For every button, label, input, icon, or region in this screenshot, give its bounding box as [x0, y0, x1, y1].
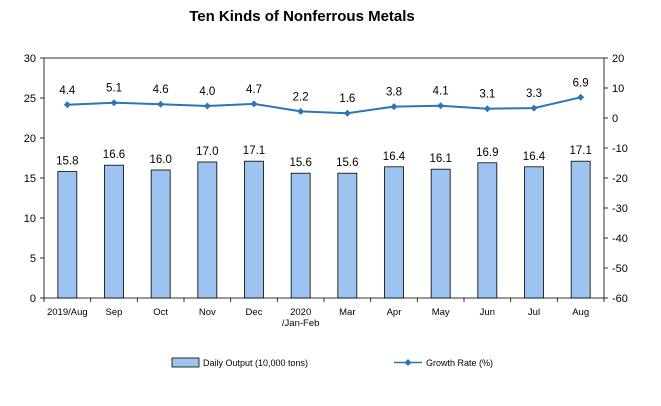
growth-line — [67, 96, 581, 115]
line-data-label: 6.9 — [573, 77, 589, 89]
growth-point — [483, 105, 491, 113]
line-data-label: 1.6 — [339, 93, 355, 105]
line-data-labels: 4.4 5.1 4.6 4.0 4.7 2.2 1.6 3.8 4.1 3.1 3.3 6.9 — [59, 77, 588, 105]
bar — [570, 160, 591, 299]
line-data-label: 3.8 — [386, 87, 402, 99]
left-tick-label: 30 — [24, 53, 36, 65]
x-tick-label: May — [432, 307, 450, 318]
right-tick-label: 0 — [612, 113, 618, 125]
right-tick-label: -50 — [612, 263, 628, 275]
left-y-axis: 0 5 10 15 20 25 30 — [24, 53, 44, 305]
bar-data-label: 16.6 — [103, 149, 125, 161]
left-tick-label: 0 — [30, 293, 36, 305]
x-tick-label: Dec — [246, 307, 263, 318]
bar — [197, 161, 218, 299]
bar-data-label: 17.0 — [196, 146, 218, 158]
bar-data-label: 16.4 — [383, 151, 406, 163]
x-tick-label: /Jan-Feb — [282, 318, 320, 329]
x-tick-label: Sep — [106, 307, 123, 318]
x-tick-label: 2020 — [290, 307, 311, 318]
growth-point — [203, 102, 211, 110]
bar — [477, 162, 498, 299]
x-tick-label: Aug — [572, 307, 589, 318]
legend-bar-label: Daily Output (10,000 tons) — [203, 358, 308, 368]
right-tick-label: -20 — [612, 173, 628, 185]
x-tick-label: Jul — [528, 307, 540, 318]
bar-data-label: 15.8 — [56, 156, 78, 168]
right-tick-label: 10 — [612, 83, 624, 95]
x-tick-label: Jun — [480, 307, 495, 318]
line-data-label: 3.1 — [479, 89, 495, 101]
bar-data-label: 17.1 — [243, 145, 265, 157]
x-axis: 2019/Aug Sep Oct Nov Dec 2020/Jan-Feb Mar Apr Ma… — [43, 298, 605, 329]
growth-point — [577, 93, 585, 101]
line-data-label: 3.3 — [526, 88, 542, 100]
x-tick-label: Nov — [199, 307, 216, 318]
growth-point — [297, 107, 305, 115]
x-tick-label: Mar — [339, 307, 355, 318]
bar — [524, 166, 544, 299]
bar — [337, 172, 358, 299]
bar-data-label: 15.6 — [336, 157, 358, 169]
bar-data-label: 15.6 — [289, 157, 311, 169]
bar-data-labels: 15.8 16.6 16.0 17.0 17.1 15.6 15.6 16.4 16.1 16.9… — [56, 145, 592, 169]
bar — [430, 168, 451, 299]
bar — [57, 171, 78, 299]
legend-line-marker — [404, 359, 412, 366]
line-data-label: 4.7 — [246, 84, 262, 96]
bar-data-label: 16.0 — [149, 154, 171, 166]
x-tick-label: 2019/Aug — [47, 307, 88, 318]
bar-data-label: 16.4 — [523, 151, 546, 163]
x-tick-label: Apr — [387, 307, 402, 318]
left-tick-label: 20 — [24, 133, 36, 145]
line-data-label: 2.2 — [293, 91, 309, 103]
right-tick-label: -10 — [612, 143, 628, 155]
line-data-label: 4.4 — [59, 85, 76, 97]
bar — [290, 172, 311, 299]
line-data-label: 4.0 — [199, 86, 215, 98]
growth-point — [157, 100, 165, 108]
right-tick-label: -40 — [612, 233, 628, 245]
growth-line-series — [63, 93, 585, 117]
chart-title: Ten Kinds of Nonferrous Metals — [189, 8, 415, 25]
line-data-label: 4.1 — [433, 86, 449, 98]
bar-data-label: 16.1 — [429, 153, 451, 165]
left-tick-label: 10 — [24, 213, 36, 225]
legend-bar-swatch — [171, 357, 200, 368]
right-tick-label: -30 — [612, 203, 628, 215]
right-y-axis: -60 -50 -40 -30 -20 -10 0 10 20 — [604, 53, 628, 305]
growth-point — [63, 101, 71, 109]
plot-area — [43, 57, 605, 299]
right-tick-label: 20 — [612, 53, 624, 65]
line-data-label: 5.1 — [106, 83, 122, 95]
growth-point — [343, 109, 351, 117]
bar — [384, 166, 404, 299]
bar — [104, 164, 124, 299]
bar-series — [57, 160, 591, 299]
growth-point — [437, 102, 445, 110]
left-tick-label: 5 — [30, 253, 36, 265]
bar-data-label: 17.1 — [569, 145, 591, 157]
growth-point — [530, 104, 538, 112]
right-tick-label: -60 — [612, 293, 628, 305]
x-tick-label: Oct — [153, 307, 168, 318]
growth-point — [110, 99, 118, 107]
legend-line-label: Growth Rate (%) — [426, 358, 493, 368]
line-data-label: 4.6 — [153, 84, 169, 96]
left-tick-label: 15 — [24, 173, 36, 185]
bar — [244, 160, 264, 299]
bar-data-label: 16.9 — [476, 147, 498, 159]
growth-point — [250, 100, 258, 108]
plot-frame — [43, 57, 605, 299]
bar — [150, 169, 171, 299]
left-tick-label: 25 — [24, 93, 36, 105]
legend: Daily Output (10,000 tons) Growth Rate (… — [171, 357, 493, 368]
growth-point — [390, 103, 398, 111]
